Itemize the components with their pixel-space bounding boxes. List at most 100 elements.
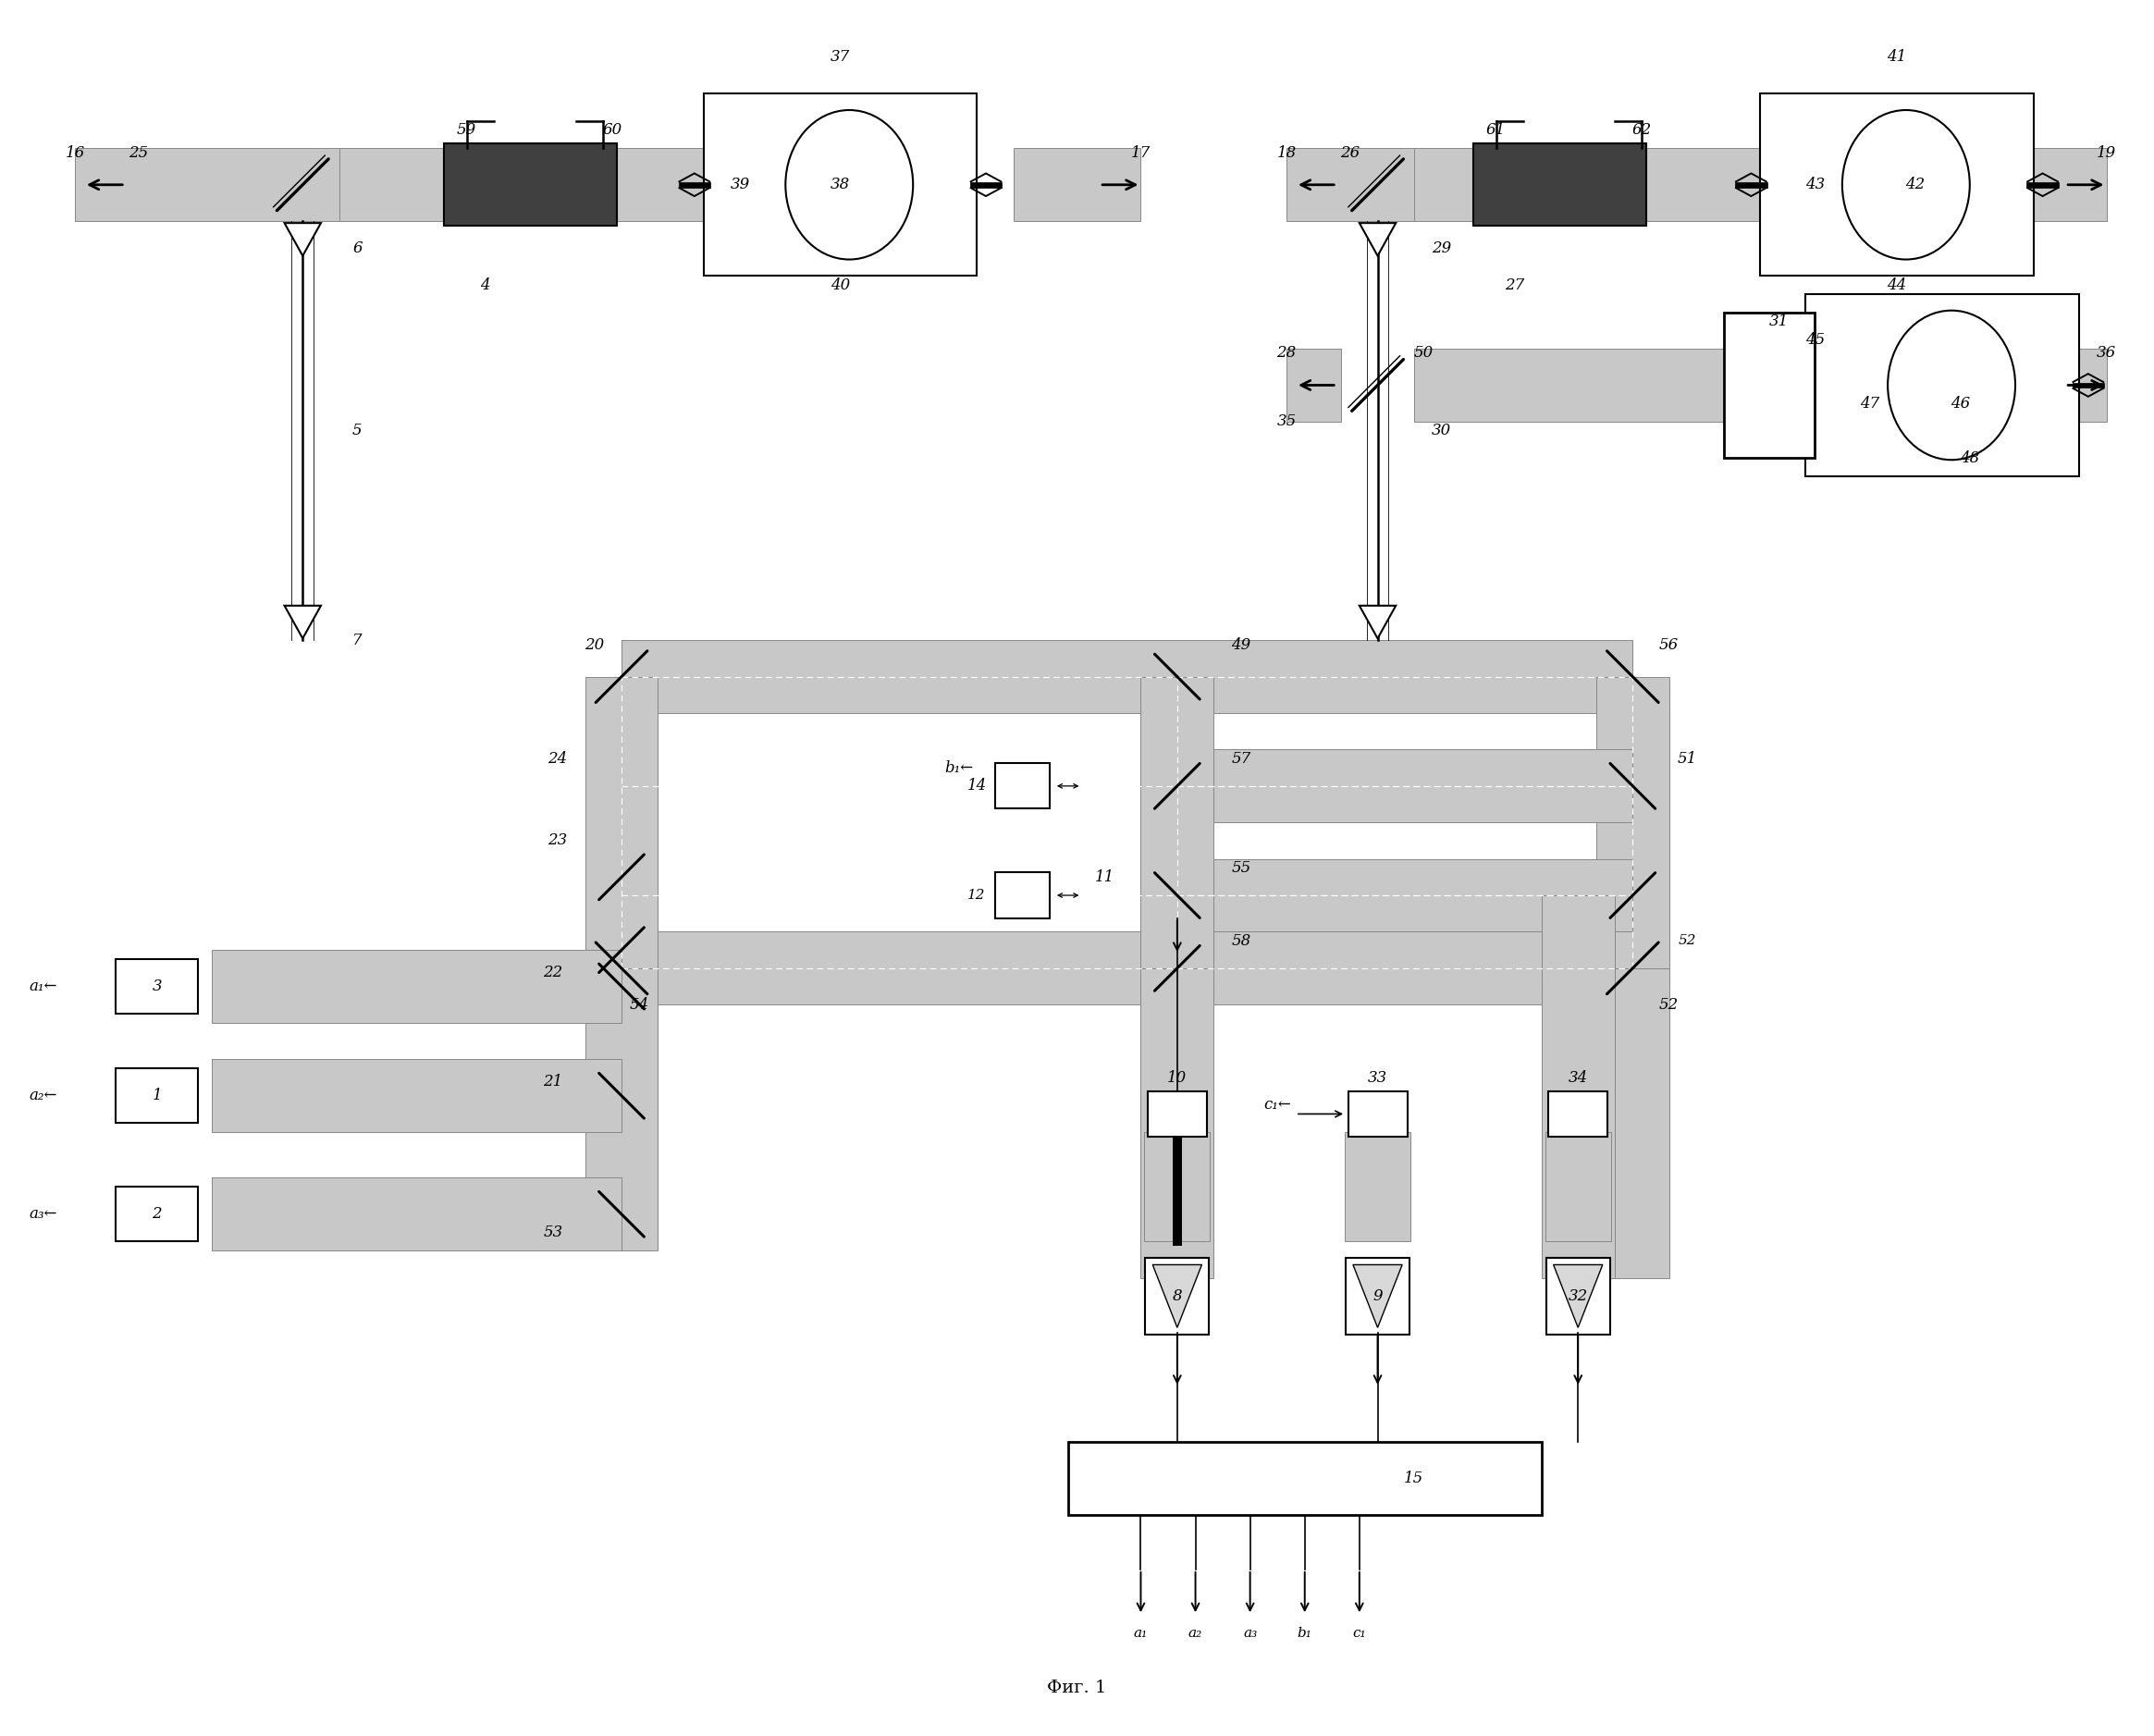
Bar [1736, 182, 1766, 187]
Text: 47: 47 [1859, 396, 1878, 411]
Polygon shape [284, 606, 321, 639]
Bar [1805, 293, 2079, 476]
Bar [211, 1059, 623, 1132]
Text: 39: 39 [730, 177, 750, 193]
Text: 36: 36 [2096, 345, 2115, 361]
Text: 34: 34 [1568, 1069, 1587, 1085]
Bar [1348, 1092, 1407, 1137]
Text: a₂: a₂ [1189, 1627, 1202, 1641]
Text: 3: 3 [153, 979, 162, 995]
Text: 17: 17 [1131, 146, 1150, 161]
Text: 49: 49 [1232, 637, 1251, 653]
Text: 40: 40 [829, 278, 851, 293]
Bar [1148, 1092, 1206, 1137]
Text: 25: 25 [129, 146, 149, 161]
Bar [1723, 312, 1816, 458]
Text: 52: 52 [1659, 996, 1678, 1012]
Text: 51: 51 [1678, 752, 1697, 767]
Bar [1146, 1257, 1208, 1335]
Ellipse shape [1842, 109, 1969, 259]
Bar [1544, 1132, 1611, 1241]
Bar [211, 950, 623, 1023]
Text: 55: 55 [1232, 859, 1251, 877]
Bar [1346, 1257, 1409, 1335]
Text: a₁: a₁ [1133, 1627, 1148, 1641]
Text: 11: 11 [1094, 870, 1114, 885]
Text: 37: 37 [829, 49, 851, 64]
Text: 8: 8 [1172, 1288, 1183, 1304]
Text: 15: 15 [1404, 1470, 1424, 1486]
Text: 50: 50 [1413, 345, 1432, 361]
Bar [116, 958, 198, 1014]
Bar [1286, 349, 1342, 422]
Bar [1178, 859, 1633, 932]
Polygon shape [1359, 606, 1396, 639]
Text: 61: 61 [1486, 122, 1506, 137]
Text: 2: 2 [153, 1207, 162, 1222]
Bar [1549, 1092, 1607, 1137]
Bar [2072, 382, 2104, 387]
Bar [1542, 896, 1616, 1278]
Text: 38: 38 [829, 177, 851, 193]
Text: 41: 41 [1887, 49, 1906, 64]
Bar [995, 764, 1049, 809]
Bar [1144, 1132, 1211, 1241]
Text: 45: 45 [1805, 332, 1824, 347]
Polygon shape [284, 222, 321, 255]
Text: a₂←: a₂← [28, 1088, 56, 1104]
Text: 54: 54 [629, 996, 651, 1012]
Bar [623, 932, 1633, 1005]
Text: b₁←: b₁← [943, 760, 974, 776]
Text: 31: 31 [1768, 314, 1788, 330]
Bar [338, 148, 831, 220]
Polygon shape [1553, 1266, 1603, 1328]
Bar [1142, 969, 1213, 1278]
Bar [211, 1177, 623, 1250]
Text: 29: 29 [1432, 241, 1452, 257]
Text: 27: 27 [1503, 278, 1525, 293]
Text: 20: 20 [584, 637, 603, 653]
Text: 26: 26 [1340, 146, 1359, 161]
Text: b₁: b₁ [1297, 1627, 1312, 1641]
Text: 24: 24 [547, 752, 569, 767]
Bar [75, 148, 338, 220]
Bar [704, 94, 976, 276]
Bar [116, 1068, 198, 1123]
Bar [1816, 349, 2107, 422]
Text: 14: 14 [967, 778, 987, 793]
Bar [679, 182, 711, 187]
Bar [1413, 349, 1743, 422]
Bar [1413, 148, 1850, 220]
Text: 28: 28 [1277, 345, 1297, 361]
Text: 56: 56 [1659, 637, 1678, 653]
Bar [1547, 1257, 1609, 1335]
Text: 53: 53 [543, 1224, 562, 1240]
Bar [1142, 677, 1213, 969]
Bar [1068, 1443, 1542, 1516]
Bar [586, 969, 657, 1250]
Bar [444, 144, 616, 226]
Text: 19: 19 [2096, 146, 2115, 161]
Bar [2027, 182, 2059, 187]
Bar [623, 641, 1633, 713]
Bar [1596, 969, 1669, 1278]
Bar [1781, 382, 1814, 387]
Text: 32: 32 [1568, 1288, 1587, 1304]
Text: c₁←: c₁← [1264, 1097, 1290, 1113]
Text: 23: 23 [547, 833, 569, 849]
Bar [586, 677, 657, 969]
Text: 33: 33 [1368, 1069, 1387, 1085]
Bar [1760, 94, 2033, 276]
Bar [969, 182, 1002, 187]
Text: 1: 1 [153, 1088, 162, 1104]
Bar [995, 873, 1049, 918]
Polygon shape [1152, 1266, 1202, 1328]
Text: 58: 58 [1232, 932, 1251, 950]
Text: 12: 12 [967, 889, 987, 901]
Text: a₁←: a₁← [28, 979, 56, 995]
Text: 16: 16 [65, 146, 84, 161]
Text: 7: 7 [353, 632, 362, 648]
Text: Фиг. 1: Фиг. 1 [1047, 1679, 1107, 1696]
Polygon shape [1359, 222, 1396, 255]
Text: 57: 57 [1232, 752, 1251, 767]
